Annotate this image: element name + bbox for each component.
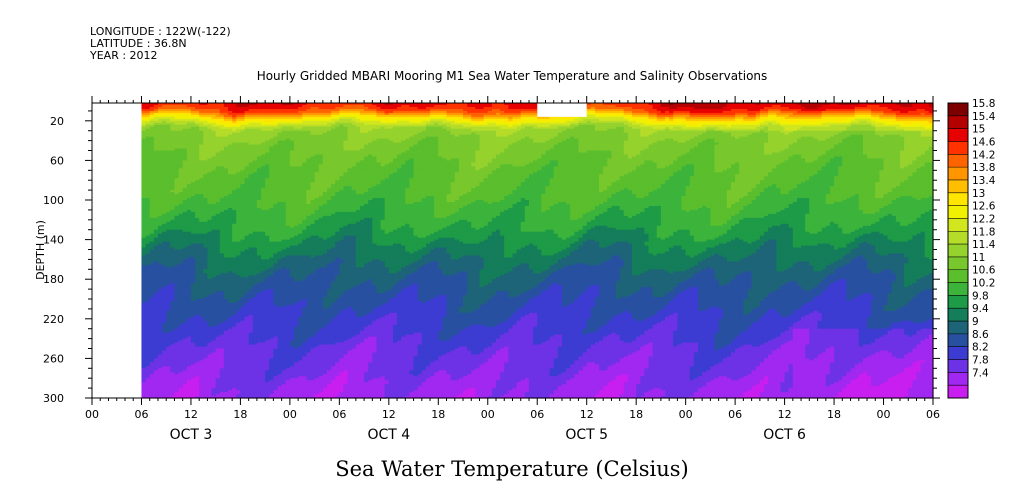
missing-data-block	[537, 103, 587, 117]
x-tick-label: 18	[629, 408, 643, 421]
x-tick-label: 06	[926, 408, 940, 421]
chart-title: Hourly Gridded MBARI Mooring M1 Sea Wate…	[257, 69, 768, 83]
colorbar-swatch	[948, 333, 968, 348]
x-tick-label: 00	[679, 408, 693, 421]
colorbar-label: 8.6	[972, 329, 989, 341]
colorbar-swatch	[948, 346, 968, 361]
colorbar-swatch	[948, 231, 968, 245]
colorbar-label: 9.4	[972, 303, 989, 315]
day-label: OCT 6	[763, 427, 806, 443]
colorbar-label: 7.4	[972, 367, 989, 379]
x-tick-label: 12	[382, 408, 396, 421]
colorbar-label: 12.6	[972, 201, 996, 213]
colorbar-swatch	[948, 128, 968, 142]
y-tick-label: 260	[43, 352, 64, 365]
colorbar-swatch	[948, 295, 968, 309]
x-tick-label: 00	[85, 408, 99, 421]
x-tick-label: 06	[530, 408, 544, 421]
colorbar-label: 15	[972, 124, 985, 136]
y-tick-label: 60	[50, 154, 64, 167]
colorbar-label: 8.2	[972, 342, 989, 354]
colorbar-label: 14.6	[972, 136, 996, 148]
x-axis: 00 06 12 18 00 06 12 18 00 06 12 18 00 06 12 18 00 06 OCT …	[85, 96, 940, 443]
colorbar-label: 11.4	[972, 239, 996, 251]
colorbar-label: 9.8	[972, 290, 989, 302]
day-label: OCT 4	[367, 427, 410, 443]
colorbar-swatch	[948, 103, 968, 117]
colorbar-swatch	[948, 115, 968, 130]
colorbar-label: 13.4	[972, 175, 996, 187]
day-label: OCT 5	[565, 427, 608, 443]
colorbar-swatch	[948, 308, 968, 322]
colorbar-swatch	[948, 218, 968, 232]
temperature-field	[141, 103, 934, 399]
x-tick-label: 00	[283, 408, 297, 421]
y-tick-label: 100	[43, 194, 64, 207]
colorbar-swatch	[948, 205, 968, 219]
colorbar-swatch	[948, 321, 968, 335]
longitude-label: LONGITUDE : 122W(-122)	[90, 25, 231, 38]
colorbar-swatch	[948, 282, 968, 296]
colorbar-label: 13.8	[972, 162, 995, 174]
colorbar-label: 15.8	[972, 98, 995, 110]
x-tick-label: 12	[778, 408, 792, 421]
colorbar-swatch	[948, 244, 968, 258]
y-axis: 20 60 100 140 180 220 260 300	[43, 110, 940, 405]
latitude-label: LATITUDE : 36.8N	[90, 37, 187, 50]
day-label: OCT 3	[170, 427, 213, 443]
x-tick-label: 00	[877, 408, 891, 421]
x-tick-label: 12	[580, 408, 594, 421]
colorbar-swatch	[948, 141, 968, 155]
x-tick-label: 06	[728, 408, 742, 421]
colorbar-swatch	[948, 359, 968, 373]
y-tick-label: 140	[43, 234, 64, 247]
colorbar-frame	[947, 102, 969, 399]
colorbar-swatch	[948, 154, 968, 168]
colorbar-swatch	[948, 192, 968, 207]
y-tick-label: 20	[50, 115, 64, 128]
colorbar-swatch	[948, 167, 968, 181]
colorbar-label: 10.2	[972, 278, 995, 290]
x-tick-label: 12	[184, 408, 198, 421]
colorbar-swatch	[948, 372, 968, 386]
y-tick-label: 300	[43, 392, 64, 405]
variable-title: Sea Water Temperature (Celsius)	[335, 457, 689, 481]
x-tick-label: 00	[481, 408, 495, 421]
x-tick-label: 18	[827, 408, 841, 421]
colorbar-swatch	[948, 385, 968, 399]
year-label: YEAR : 2012	[89, 49, 158, 62]
y-axis-label: DEPTH (m)	[34, 220, 47, 280]
colorbar-label: 10.6	[972, 265, 996, 277]
colorbar-label: 7.8	[972, 355, 989, 367]
colorbar-swatch	[948, 179, 968, 194]
colorbar-label: 11.8	[972, 226, 995, 238]
colorbar-label: 14.2	[972, 149, 995, 161]
colorbar: 15.815.41514.614.213.813.41312.612.211.8…	[947, 98, 996, 399]
y-tick-label: 180	[43, 273, 64, 286]
colorbar-label: 15.4	[972, 111, 996, 123]
x-tick-label: 18	[233, 408, 247, 421]
x-tick-label: 18	[431, 408, 445, 421]
x-tick-label: 06	[134, 408, 148, 421]
colorbar-label: 11	[972, 252, 985, 264]
colorbar-label: 9	[972, 316, 979, 328]
x-tick-label: 06	[332, 408, 346, 421]
colorbar-label: 12.2	[972, 213, 995, 225]
colorbar-swatch	[948, 269, 968, 284]
y-tick-label: 220	[43, 313, 64, 326]
colorbar-label: 13	[972, 188, 985, 200]
colorbar-swatch	[948, 256, 968, 271]
